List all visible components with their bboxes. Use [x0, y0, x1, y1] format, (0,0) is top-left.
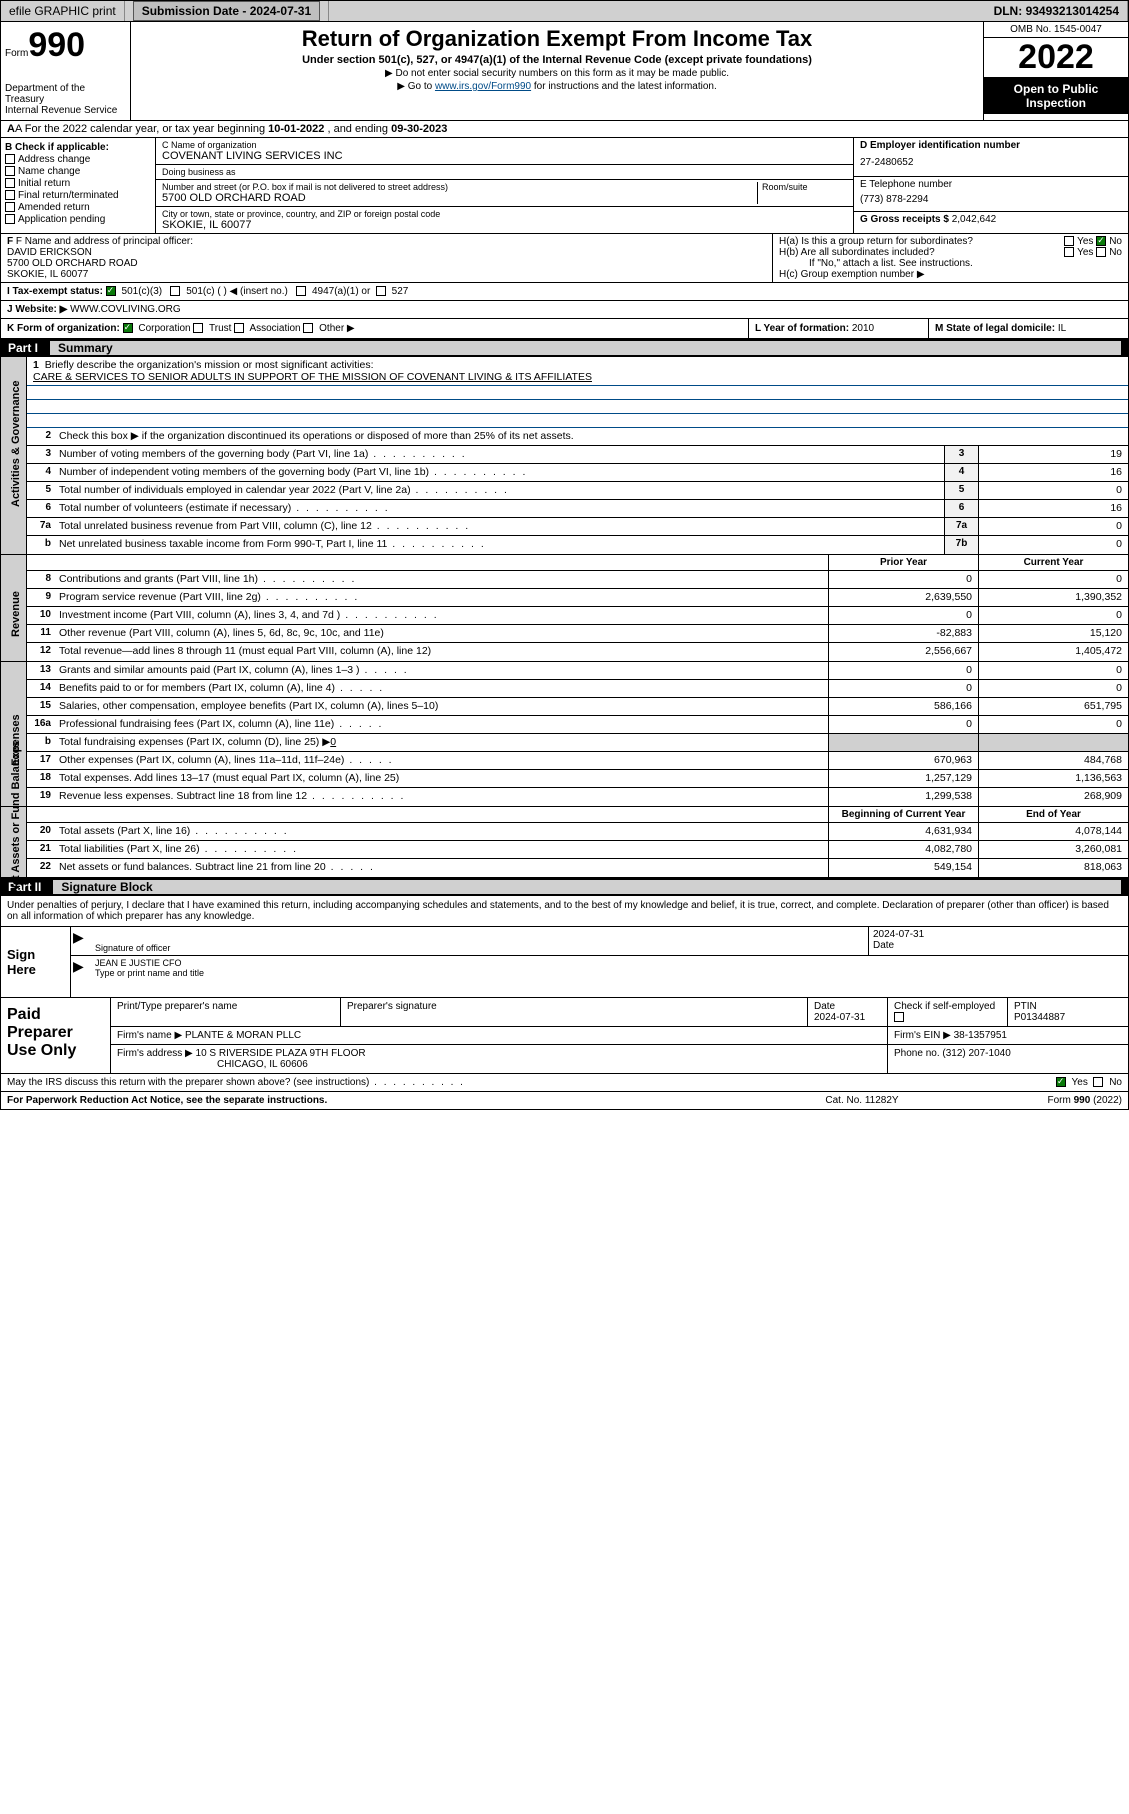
perjury-declaration: Under penalties of perjury, I declare th…	[0, 896, 1129, 927]
form-subtitle: Under section 501(c), 527, or 4947(a)(1)…	[139, 54, 975, 66]
website: WWW.COVLIVING.ORG	[70, 304, 181, 315]
org-street: 5700 OLD ORCHARD ROAD	[162, 192, 757, 204]
note-link: ▶ Go to www.irs.gov/Form990 for instruct…	[139, 81, 975, 92]
firm-phone: (312) 207-1040	[942, 1048, 1010, 1059]
section-net-assets: Net Assets or Fund Balances Beginning of…	[0, 807, 1129, 878]
open-to-public: Open to PublicInspection	[984, 78, 1128, 114]
tax-year-line: AA For the 2022 calendar year, or tax ye…	[0, 121, 1129, 138]
org-name: COVENANT LIVING SERVICES INC	[162, 150, 847, 162]
ptin: P01344887	[1014, 1012, 1065, 1023]
form-prefix: Form	[5, 48, 28, 59]
group-return-no-checkbox[interactable]	[1096, 236, 1106, 246]
sign-here-block: Sign Here ▶ Signature of officer 2024-07…	[0, 927, 1129, 998]
section-expenses: Expenses 13Grants and similar amounts pa…	[0, 662, 1129, 807]
submission-date-button[interactable]: Submission Date - 2024-07-31	[133, 1, 320, 21]
officer-signature-name: JEAN E JUSTIE CFO	[95, 958, 1124, 968]
section-governance: Activities & Governance 1 Briefly descri…	[0, 357, 1129, 555]
part-ii-header: Part IISignature Block	[0, 878, 1129, 896]
discuss-yes-checkbox[interactable]	[1056, 1077, 1066, 1087]
year-formation: 2010	[852, 323, 874, 334]
row-i-tax-status: I Tax-exempt status: 501(c)(3) 501(c) ( …	[0, 283, 1129, 301]
efile-label: efile GRAPHIC print	[1, 1, 125, 21]
firm-ein: 38-1357951	[954, 1030, 1007, 1041]
dept-label: Department of the Treasury	[5, 83, 126, 105]
irs-label: Internal Revenue Service	[5, 105, 126, 116]
ein: 27-2480652	[860, 151, 1122, 174]
section-revenue: Revenue Prior YearCurrent Year 8Contribu…	[0, 555, 1129, 662]
form-title: Return of Organization Exempt From Incom…	[139, 26, 975, 52]
org-city: SKOKIE, IL 60077	[162, 219, 847, 231]
dln: DLN: 93493213014254	[986, 1, 1128, 21]
irs-discuss-row: May the IRS discuss this return with the…	[0, 1074, 1129, 1092]
note-ssn: ▶ Do not enter social security numbers o…	[139, 68, 975, 79]
col-b-checkboxes: B Check if applicable: Address change Na…	[1, 138, 156, 233]
omb-number: OMB No. 1545-0047	[984, 22, 1128, 38]
row-f-h: F F Name and address of principal office…	[0, 234, 1129, 283]
sign-date: 2024-07-31	[873, 929, 1124, 940]
telephone: (773) 878-2294	[860, 190, 1122, 209]
row-j-website: J Website: ▶ WWW.COVLIVING.ORG	[0, 301, 1129, 319]
tax-year: 2022	[984, 38, 1128, 78]
state-domicile: IL	[1058, 323, 1066, 334]
part-i-header: Part ISummary	[0, 339, 1129, 357]
firm-name: PLANTE & MORAN PLLC	[185, 1030, 301, 1041]
501c3-checkbox[interactable]	[106, 286, 116, 296]
corporation-checkbox[interactable]	[123, 323, 133, 333]
gross-receipts: 2,042,642	[952, 214, 997, 225]
irs-link[interactable]: www.irs.gov/Form990	[435, 81, 531, 92]
signature-arrow-icon: ▶	[71, 927, 91, 955]
line3-value: 19	[978, 446, 1128, 463]
mission-text: CARE & SERVICES TO SENIOR ADULTS IN SUPP…	[33, 371, 592, 383]
paid-preparer-block: Paid Preparer Use Only Print/Type prepar…	[0, 998, 1129, 1074]
row-k-formation: K Form of organization: Corporation Trus…	[0, 319, 1129, 339]
page-footer: For Paperwork Reduction Act Notice, see …	[0, 1092, 1129, 1110]
top-toolbar: efile GRAPHIC print Submission Date - 20…	[0, 0, 1129, 22]
entity-info-grid: B Check if applicable: Address change Na…	[0, 138, 1129, 234]
officer-name: DAVID ERICKSON	[7, 247, 766, 258]
form-number: 990	[28, 26, 85, 64]
form-header: Form990 Department of the Treasury Inter…	[0, 22, 1129, 121]
